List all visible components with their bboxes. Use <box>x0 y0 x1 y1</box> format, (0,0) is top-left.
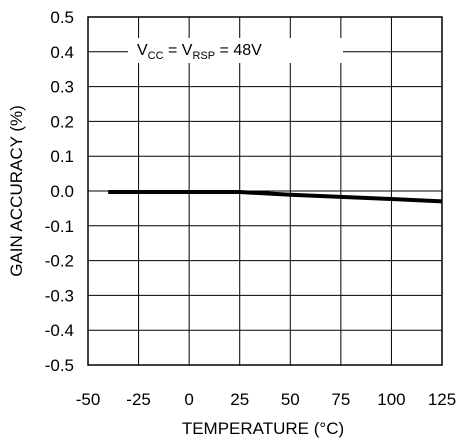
vcc-vrsp-annotation: VCC = VRSP = 48V <box>137 42 262 62</box>
grid-lines <box>87 16 443 366</box>
annotation-sub-cc: CC <box>148 50 164 62</box>
y-tick-label: -0.2 <box>45 252 74 271</box>
y-axis-title: GAIN ACCURACY (%) <box>7 105 26 277</box>
y-tick-label: -0.4 <box>45 321 74 340</box>
y-tick-label: -0.1 <box>45 217 74 236</box>
series-line-0 <box>108 190 443 204</box>
x-tick-label: 125 <box>428 390 456 409</box>
y-tick-label: 0.4 <box>50 43 74 62</box>
y-tick-label: 0.5 <box>50 8 74 27</box>
y-tick-label: 0.2 <box>50 112 74 131</box>
x-tick-label: 0 <box>184 390 193 409</box>
x-tick-label: -25 <box>126 390 151 409</box>
series-layer <box>108 190 443 204</box>
x-axis-title: TEMPERATURE (°C) <box>182 419 344 438</box>
annotation-sub-rsp: RSP <box>192 50 215 62</box>
y-tick-labels: 0.5 0.4 0.3 0.2 0.1 0.0 -0.1 -0.2 -0.3 -0.4 -0.5 <box>45 8 74 375</box>
annotation-v1: V <box>137 42 148 59</box>
annotation-eq2: = 48V <box>215 42 262 59</box>
x-tick-label: 75 <box>331 390 350 409</box>
x-tick-label: 50 <box>281 390 300 409</box>
x-tick-labels: -50 -25 0 25 50 75 100 125 <box>76 390 456 409</box>
y-tick-label: 0.3 <box>50 78 74 97</box>
y-tick-label: -0.3 <box>45 286 74 305</box>
x-tick-label: -50 <box>76 390 101 409</box>
x-tick-label: 100 <box>377 390 405 409</box>
annotation-eq1: = V <box>164 42 193 59</box>
y-tick-label: -0.5 <box>45 356 74 375</box>
y-tick-label: 0.0 <box>50 182 74 201</box>
annotation-background <box>128 38 343 63</box>
plot-frame <box>87 16 443 366</box>
x-tick-label: 25 <box>230 390 249 409</box>
y-tick-label: 0.1 <box>50 147 74 166</box>
